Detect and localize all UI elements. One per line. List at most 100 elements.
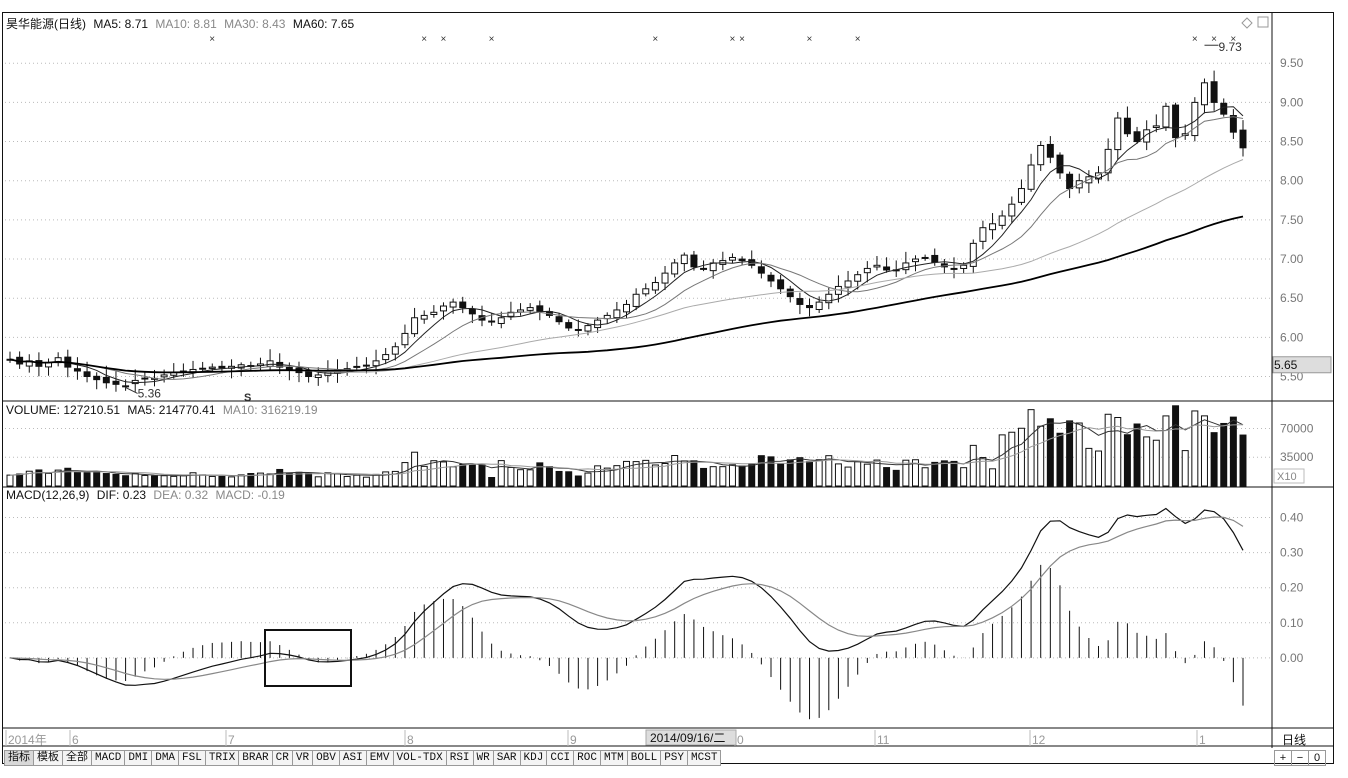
candle[interactable] <box>574 328 582 331</box>
candle[interactable] <box>1095 172 1102 180</box>
indicator-tab-mtm[interactable]: MTM <box>599 750 628 766</box>
candle[interactable] <box>449 301 457 308</box>
candle[interactable] <box>314 374 322 379</box>
indicator-tab-boll[interactable]: BOLL <box>626 750 662 766</box>
candle[interactable] <box>680 254 688 265</box>
candle[interactable] <box>411 317 419 335</box>
candle[interactable] <box>584 325 592 332</box>
indicator-tab-模板[interactable]: 模板 <box>33 750 63 766</box>
candle[interactable] <box>459 301 467 309</box>
candle[interactable] <box>815 301 823 310</box>
candle[interactable] <box>1114 117 1122 151</box>
indicator-tab-fsl[interactable]: FSL <box>178 750 206 766</box>
candle[interactable] <box>806 305 814 309</box>
indicator-tab-dmi[interactable]: DMI <box>124 750 153 766</box>
candle[interactable] <box>93 375 101 381</box>
candle[interactable] <box>83 371 91 378</box>
candle[interactable] <box>1143 129 1151 143</box>
candle[interactable] <box>700 267 708 270</box>
indicator-tab-cci[interactable]: CCI <box>546 750 575 766</box>
candle[interactable] <box>305 371 313 378</box>
candle[interactable] <box>863 267 871 274</box>
candle[interactable] <box>883 266 891 271</box>
window-icon[interactable] <box>1257 16 1269 28</box>
candle[interactable] <box>728 256 736 261</box>
indicator-tab-sar[interactable]: SAR <box>492 750 521 766</box>
candle[interactable] <box>979 227 987 242</box>
candle[interactable] <box>613 309 621 319</box>
indicator-tab-vol-tdx[interactable]: VOL-TDX <box>392 750 447 766</box>
candle[interactable] <box>122 385 130 388</box>
candle[interactable] <box>1239 129 1247 149</box>
candle[interactable] <box>112 380 120 385</box>
candle[interactable] <box>1037 144 1045 166</box>
indicator-tab-dma[interactable]: DMA <box>151 750 180 766</box>
candle[interactable] <box>950 267 958 270</box>
diamond-icon[interactable] <box>1241 17 1253 29</box>
indicator-tab-macd[interactable]: MACD <box>91 750 126 766</box>
candle[interactable] <box>748 259 756 266</box>
candle[interactable] <box>960 264 968 269</box>
candle[interactable] <box>796 298 804 305</box>
candle[interactable] <box>1229 115 1237 133</box>
candle[interactable] <box>931 254 939 263</box>
indicator-tab-指标[interactable]: 指标 <box>4 750 34 766</box>
candle[interactable] <box>1162 105 1170 128</box>
candle[interactable] <box>594 319 602 329</box>
candle[interactable] <box>661 272 669 284</box>
candle[interactable] <box>854 274 862 282</box>
candle[interactable] <box>555 316 563 323</box>
candle[interactable] <box>844 280 852 288</box>
indicator-tab-emv[interactable]: EMV <box>365 750 394 766</box>
candle[interactable] <box>439 305 447 312</box>
candle[interactable] <box>468 308 476 315</box>
candle[interactable] <box>353 365 361 368</box>
candle[interactable] <box>1133 131 1141 143</box>
candle[interactable] <box>757 266 765 274</box>
candle[interactable] <box>160 374 168 378</box>
candle[interactable] <box>651 282 659 291</box>
candle[interactable] <box>1210 81 1218 103</box>
candle[interactable] <box>671 262 679 275</box>
candle[interactable] <box>786 288 794 298</box>
zoom-out-button[interactable]: − <box>1291 750 1309 766</box>
indicator-tab-psy[interactable]: PSY <box>660 750 689 766</box>
candle[interactable] <box>738 258 746 262</box>
period-label[interactable]: 日线 <box>1282 733 1307 747</box>
candle[interactable] <box>199 367 207 370</box>
candle[interactable] <box>1066 173 1074 190</box>
candle[interactable] <box>382 354 390 361</box>
candle[interactable] <box>623 303 630 313</box>
indicator-tab-brar[interactable]: BRAR <box>238 750 273 766</box>
indicator-tab-obv[interactable]: OBV <box>312 750 340 766</box>
candle[interactable] <box>488 320 496 323</box>
candle[interactable] <box>102 376 110 384</box>
candle[interactable] <box>1027 164 1035 190</box>
candle[interactable] <box>391 346 399 355</box>
candle[interactable] <box>507 311 515 317</box>
candle[interactable] <box>921 256 929 259</box>
candle[interactable] <box>1017 188 1025 203</box>
candle[interactable] <box>873 264 881 268</box>
indicator-tab-wr[interactable]: WR <box>472 750 494 766</box>
indicator-tab-rsi[interactable]: RSI <box>445 750 474 766</box>
candle[interactable] <box>1056 154 1064 174</box>
candle[interactable] <box>218 365 226 369</box>
candle[interactable] <box>536 305 544 313</box>
candle[interactable] <box>998 215 1006 226</box>
candle[interactable] <box>969 242 977 267</box>
candle[interactable] <box>420 314 428 320</box>
indicator-tab-mcst[interactable]: MCST <box>687 750 722 766</box>
candle[interactable] <box>642 288 650 295</box>
candle[interactable] <box>372 360 380 367</box>
indicator-tab-vr[interactable]: VR <box>291 750 314 766</box>
candle[interactable] <box>1046 143 1054 158</box>
candle[interactable] <box>911 258 919 263</box>
candle[interactable] <box>73 368 81 372</box>
indicator-tab-kdj[interactable]: KDJ <box>519 750 548 766</box>
candle[interactable] <box>902 262 910 271</box>
candle[interactable] <box>1172 104 1180 139</box>
indicator-tab-cr[interactable]: CR <box>271 750 293 766</box>
candle[interactable] <box>208 366 216 369</box>
